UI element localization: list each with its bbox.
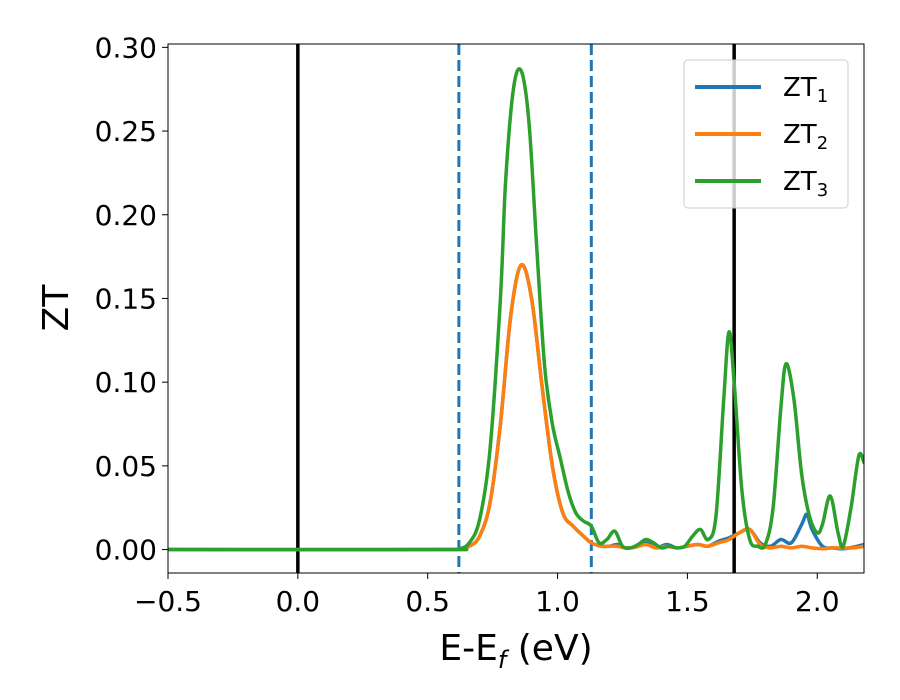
series-line-ZT2 <box>168 263 864 552</box>
y-tick-label: 0.15 <box>95 282 157 315</box>
x-axis-label: E-Ef (eV) <box>439 628 592 674</box>
legend-box <box>683 59 849 209</box>
y-tick-label: 0.00 <box>95 534 157 567</box>
y-tick-label: 0.25 <box>95 115 157 148</box>
legend-label-ZT3: ZT3 <box>783 167 828 201</box>
y-tick-label: 0.30 <box>95 31 157 64</box>
legend-label-ZT2: ZT2 <box>783 120 828 154</box>
x-tick-label: 0.5 <box>405 585 450 618</box>
series-line-ZT1 <box>168 263 864 552</box>
series-line-ZT3 <box>168 66 864 552</box>
x-tick-label: 1.0 <box>535 585 580 618</box>
y-tick-label: 0.05 <box>95 450 157 483</box>
y-axis-ticks: 0.00 0.05 0.10 0.15 0.20 0.25 0.30 <box>95 31 168 567</box>
x-tick-label: 1.5 <box>665 585 710 618</box>
plot-frame <box>167 43 865 574</box>
series-lines <box>168 66 864 552</box>
y-axis-label: ZT <box>36 284 77 332</box>
reference-lines <box>296 44 736 573</box>
x-tick-label: −0.5 <box>134 585 202 618</box>
x-tick-label: 0.0 <box>276 585 321 618</box>
y-tick-label: 0.10 <box>95 366 157 399</box>
x-tick-label: 2.0 <box>795 585 840 618</box>
legend: ZT1 ZT2 ZT3 <box>683 59 849 209</box>
x-axis-ticks: −0.5 0.0 0.5 1.0 1.5 2.0 <box>134 573 840 618</box>
legend-label-ZT1: ZT1 <box>783 73 828 107</box>
y-tick-label: 0.20 <box>95 199 157 232</box>
